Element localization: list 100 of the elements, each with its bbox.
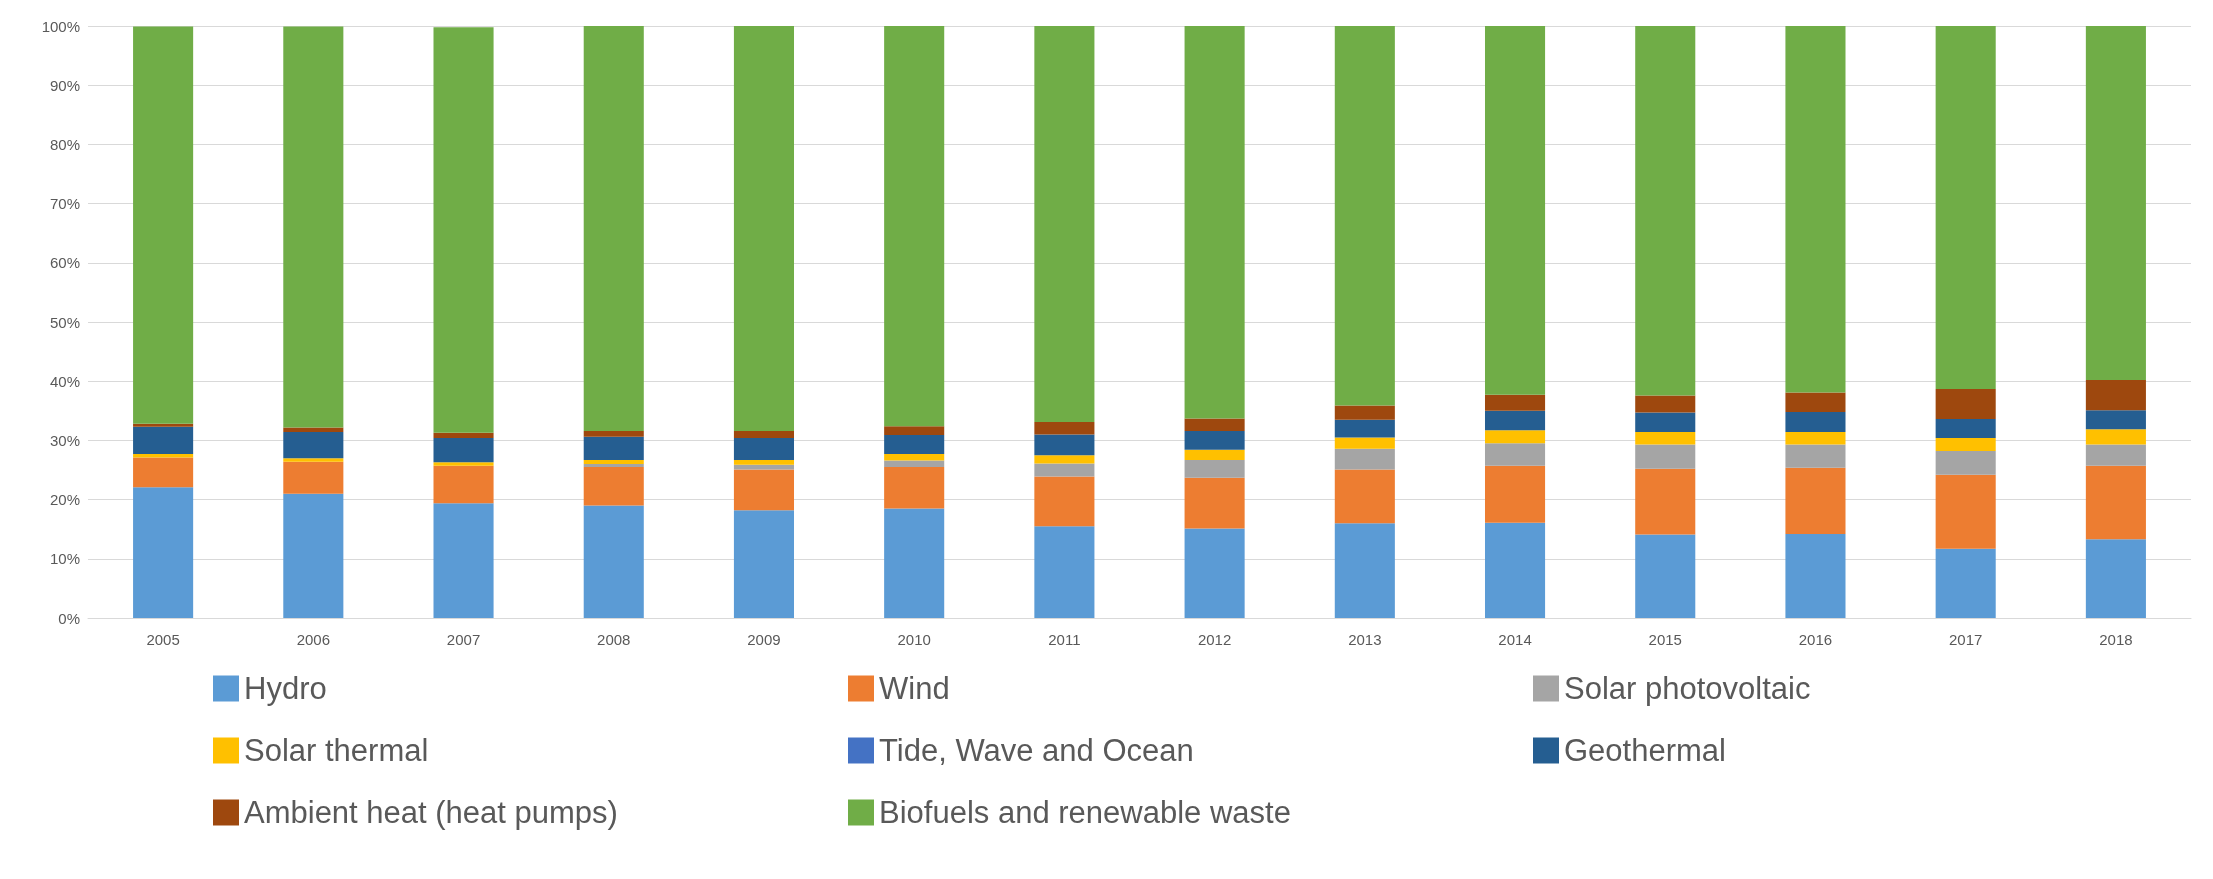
bar bbox=[433, 503, 494, 618]
bar bbox=[2085, 444, 2146, 466]
bar bbox=[1484, 26, 1546, 395]
x-tick-label: 2005 bbox=[146, 631, 180, 648]
bar bbox=[1034, 455, 1095, 464]
x-tick-label: 2014 bbox=[1498, 631, 1532, 648]
bar bbox=[1334, 523, 1395, 618]
y-tick-label: 0% bbox=[58, 609, 80, 627]
x-tick-label: 2007 bbox=[446, 631, 481, 648]
bar bbox=[133, 487, 194, 618]
bar bbox=[1785, 411, 1846, 433]
bar bbox=[1484, 443, 1546, 466]
x-tick-label: 2018 bbox=[2099, 631, 2133, 648]
y-tick-label: 40% bbox=[49, 372, 80, 390]
y-tick-label: 20% bbox=[49, 491, 80, 509]
bar bbox=[133, 457, 194, 488]
bar bbox=[884, 460, 945, 468]
bar bbox=[2085, 465, 2146, 540]
bar bbox=[1034, 476, 1095, 527]
bar bbox=[433, 432, 494, 439]
bar bbox=[1184, 26, 1245, 419]
bar bbox=[433, 27, 494, 433]
bar bbox=[1635, 26, 1696, 396]
bar bbox=[1334, 26, 1395, 406]
bar bbox=[884, 454, 945, 461]
x-tick-label: 2012 bbox=[1197, 631, 1232, 648]
bar bbox=[1935, 388, 1996, 420]
legend-label: Geothermal bbox=[1564, 733, 1726, 768]
y-tick-label: 70% bbox=[49, 195, 80, 213]
bar bbox=[733, 469, 795, 511]
bar bbox=[1785, 467, 1846, 534]
bar bbox=[2085, 429, 2146, 445]
bar bbox=[1334, 405, 1395, 420]
y-tick-label: 10% bbox=[49, 550, 80, 568]
bar bbox=[583, 430, 644, 437]
legend-label: Biofuels and renewable waste bbox=[879, 795, 1291, 830]
bar bbox=[283, 427, 344, 433]
bar bbox=[1334, 419, 1395, 438]
bar bbox=[133, 26, 194, 424]
bar bbox=[1785, 444, 1846, 468]
bar bbox=[1935, 548, 1996, 618]
x-tick-label: 2015 bbox=[1648, 631, 1682, 648]
bar bbox=[1935, 419, 1996, 439]
bar bbox=[1785, 26, 1846, 393]
legend-label: Ambient heat (heat pumps) bbox=[244, 795, 618, 830]
bar bbox=[433, 465, 494, 504]
bar bbox=[1484, 465, 1546, 523]
bar bbox=[884, 467, 945, 509]
legend-label: Solar thermal bbox=[244, 733, 429, 768]
y-tick-label: 100% bbox=[41, 17, 80, 35]
bar bbox=[1635, 395, 1696, 413]
bar bbox=[1184, 459, 1245, 478]
x-tick-label: 2010 bbox=[897, 631, 931, 648]
bar bbox=[1034, 463, 1095, 477]
bar bbox=[1785, 432, 1846, 445]
bar bbox=[1034, 422, 1095, 435]
bar bbox=[1785, 533, 1846, 618]
bar bbox=[733, 459, 795, 465]
bar bbox=[1484, 522, 1546, 618]
x-tick-label: 2011 bbox=[1048, 631, 1081, 648]
bar bbox=[1935, 451, 1996, 475]
bar bbox=[2085, 410, 2146, 430]
y-tick-label: 30% bbox=[49, 431, 80, 449]
y-tick-label: 80% bbox=[49, 135, 80, 153]
bar bbox=[1484, 430, 1546, 444]
bar bbox=[1635, 534, 1696, 618]
bar bbox=[283, 461, 344, 494]
bar bbox=[1184, 528, 1245, 618]
bar bbox=[433, 438, 494, 463]
bar bbox=[1635, 468, 1696, 535]
bar bbox=[1635, 432, 1696, 445]
bar bbox=[433, 462, 494, 466]
bar bbox=[884, 508, 945, 618]
bar bbox=[583, 464, 644, 468]
bar bbox=[2085, 380, 2146, 411]
bar bbox=[133, 426, 194, 455]
bar bbox=[1935, 26, 1996, 389]
bar bbox=[733, 438, 795, 460]
bar bbox=[1635, 444, 1696, 469]
legend-label: Solar photovoltaic bbox=[1564, 671, 1811, 706]
y-tick-label: 50% bbox=[49, 313, 80, 331]
bar bbox=[133, 423, 194, 427]
x-tick-label: 2009 bbox=[747, 631, 781, 648]
bar bbox=[1334, 469, 1395, 524]
bar bbox=[733, 26, 795, 431]
bar bbox=[1935, 438, 1996, 452]
bar bbox=[583, 459, 644, 465]
bar bbox=[583, 436, 644, 460]
bar bbox=[283, 493, 344, 618]
bar bbox=[1635, 412, 1696, 433]
bar bbox=[283, 458, 344, 462]
bar bbox=[1334, 448, 1395, 470]
bar bbox=[733, 510, 795, 618]
bar bbox=[1034, 526, 1095, 618]
legend-label: Hydro bbox=[244, 671, 327, 706]
bar bbox=[2085, 26, 2146, 381]
y-tick-label: 60% bbox=[49, 254, 80, 272]
x-tick-label: 2017 bbox=[1948, 631, 1983, 648]
legend-label: Wind bbox=[879, 671, 950, 706]
bar bbox=[583, 467, 644, 506]
